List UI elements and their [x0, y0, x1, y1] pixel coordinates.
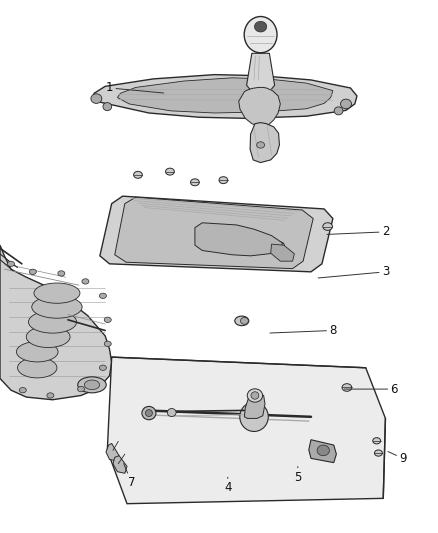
Polygon shape — [115, 197, 313, 269]
Ellipse shape — [34, 283, 80, 303]
Ellipse shape — [247, 389, 263, 402]
Ellipse shape — [103, 102, 112, 110]
Ellipse shape — [91, 94, 102, 103]
Ellipse shape — [191, 179, 199, 186]
Polygon shape — [244, 393, 265, 418]
Text: 7: 7 — [124, 464, 135, 489]
Ellipse shape — [323, 223, 332, 230]
Polygon shape — [271, 244, 294, 261]
Ellipse shape — [28, 311, 77, 333]
Ellipse shape — [18, 358, 57, 378]
Text: 4: 4 — [224, 477, 232, 494]
Ellipse shape — [257, 142, 265, 148]
Ellipse shape — [166, 168, 174, 175]
Text: 9: 9 — [388, 451, 407, 465]
Polygon shape — [100, 196, 333, 272]
Text: 1: 1 — [106, 82, 164, 94]
Ellipse shape — [29, 269, 36, 274]
Ellipse shape — [374, 450, 382, 456]
Polygon shape — [250, 123, 279, 163]
Ellipse shape — [167, 408, 176, 417]
Ellipse shape — [7, 261, 14, 266]
Ellipse shape — [78, 386, 85, 392]
Ellipse shape — [219, 177, 228, 183]
Ellipse shape — [58, 271, 65, 276]
Ellipse shape — [84, 380, 99, 390]
Ellipse shape — [134, 171, 142, 178]
Ellipse shape — [240, 402, 268, 432]
Ellipse shape — [19, 387, 26, 393]
Ellipse shape — [251, 392, 259, 399]
Ellipse shape — [334, 107, 343, 115]
Polygon shape — [195, 223, 283, 256]
Polygon shape — [239, 87, 280, 127]
Polygon shape — [107, 357, 385, 504]
Ellipse shape — [373, 438, 381, 444]
Polygon shape — [106, 443, 119, 461]
Text: 5: 5 — [294, 466, 301, 483]
Ellipse shape — [82, 279, 89, 284]
Ellipse shape — [104, 341, 111, 346]
Ellipse shape — [254, 21, 267, 32]
Ellipse shape — [78, 377, 106, 393]
Ellipse shape — [99, 293, 106, 298]
Ellipse shape — [145, 409, 152, 417]
Ellipse shape — [17, 342, 58, 362]
Ellipse shape — [26, 326, 70, 348]
Text: 6: 6 — [344, 383, 398, 395]
Polygon shape — [0, 245, 112, 400]
Ellipse shape — [104, 317, 111, 322]
Polygon shape — [309, 440, 336, 463]
Ellipse shape — [99, 365, 106, 370]
Ellipse shape — [342, 384, 352, 391]
Ellipse shape — [341, 99, 352, 109]
Ellipse shape — [142, 406, 156, 420]
Ellipse shape — [240, 317, 248, 324]
Ellipse shape — [276, 242, 284, 248]
Ellipse shape — [47, 393, 54, 398]
Polygon shape — [247, 53, 275, 92]
Ellipse shape — [317, 445, 329, 456]
Polygon shape — [93, 75, 357, 118]
Ellipse shape — [235, 316, 249, 326]
Ellipse shape — [32, 296, 82, 318]
Text: 8: 8 — [270, 324, 336, 337]
Text: 3: 3 — [318, 265, 389, 278]
Polygon shape — [117, 78, 333, 113]
Polygon shape — [113, 456, 127, 473]
Text: 2: 2 — [327, 225, 389, 238]
Ellipse shape — [244, 17, 277, 53]
